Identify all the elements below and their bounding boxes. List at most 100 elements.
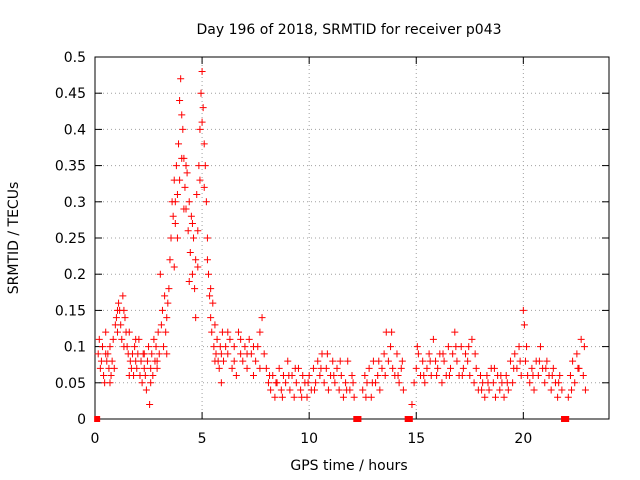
zero-marker [94, 416, 101, 422]
data-point [100, 372, 108, 380]
data-point [468, 335, 476, 343]
data-point [156, 270, 164, 278]
data-point [196, 176, 204, 184]
data-point [429, 335, 437, 343]
data-point [558, 386, 566, 394]
data-point [178, 154, 186, 162]
data-point [529, 372, 537, 380]
data-point [210, 343, 218, 351]
data-point [266, 372, 274, 380]
data-point [503, 379, 511, 387]
y-tick-label: 0.05 [55, 376, 86, 392]
data-point [365, 364, 373, 372]
data-point [205, 270, 213, 278]
data-point [374, 372, 382, 380]
data-point [198, 67, 206, 75]
data-point [434, 364, 442, 372]
data-point [419, 357, 427, 365]
data-point [425, 350, 433, 358]
data-point [167, 234, 175, 242]
data-point [554, 393, 562, 401]
data-point [200, 183, 208, 191]
data-point [264, 379, 272, 387]
data-point [368, 379, 376, 387]
data-point [556, 372, 564, 380]
data-point [180, 205, 188, 213]
data-point [119, 292, 127, 300]
data-point [164, 299, 172, 307]
data-point [376, 386, 384, 394]
data-point [142, 386, 150, 394]
data-point [194, 263, 202, 271]
data-point [120, 306, 128, 314]
data-point [449, 350, 457, 358]
data-point [181, 183, 189, 191]
data-point [178, 111, 186, 119]
data-point [530, 386, 538, 394]
data-point [312, 379, 320, 387]
data-point [549, 364, 557, 372]
data-point [481, 393, 489, 401]
data-point [220, 357, 227, 365]
data-point [262, 364, 270, 372]
data-point [438, 379, 446, 387]
data-point [190, 234, 198, 242]
data-point [381, 372, 389, 380]
data-point [125, 372, 133, 380]
data-point [170, 263, 178, 271]
data-point [399, 386, 407, 394]
data-point [98, 343, 106, 351]
data-point [397, 364, 405, 372]
data-point [477, 372, 484, 380]
data-point [203, 256, 211, 264]
data-point [459, 364, 467, 372]
data-point [420, 372, 428, 380]
data-point [566, 372, 574, 380]
data-point [394, 372, 402, 380]
data-point [464, 357, 472, 365]
data-point [277, 386, 285, 394]
data-point [555, 379, 563, 387]
data-point [157, 321, 165, 329]
data-point [187, 212, 195, 220]
data-point [523, 343, 531, 351]
data-point [361, 372, 369, 380]
data-point [439, 350, 447, 358]
data-point [208, 328, 216, 336]
data-point [182, 162, 190, 170]
data-point [470, 379, 478, 387]
data-point [393, 350, 401, 358]
data-point [510, 364, 518, 372]
data-point [543, 357, 551, 365]
data-point [333, 364, 341, 372]
data-point [211, 357, 219, 365]
data-point [184, 227, 192, 235]
data-point [260, 350, 268, 358]
data-point [177, 75, 185, 83]
data-point [169, 212, 177, 220]
data-point [96, 364, 104, 372]
data-point [176, 96, 184, 104]
data-point [249, 372, 257, 380]
data-point [542, 364, 550, 372]
data-point [222, 343, 230, 351]
data-point [580, 343, 588, 351]
data-point [388, 328, 396, 336]
data-point [581, 386, 589, 394]
x-axis-label: GPS time / hours [290, 458, 407, 474]
x-tick-label: 0 [91, 431, 100, 447]
data-point [234, 328, 242, 336]
data-point [153, 364, 161, 372]
data-point [241, 343, 249, 351]
data-point [375, 357, 383, 365]
data-point [155, 350, 163, 358]
data-point [95, 335, 103, 343]
data-point [209, 299, 217, 307]
data-point [535, 357, 543, 365]
data-point [433, 372, 441, 380]
data-point [172, 162, 180, 170]
data-point [528, 364, 536, 372]
data-point [571, 379, 579, 387]
data-point [106, 343, 114, 351]
data-point [191, 285, 199, 293]
